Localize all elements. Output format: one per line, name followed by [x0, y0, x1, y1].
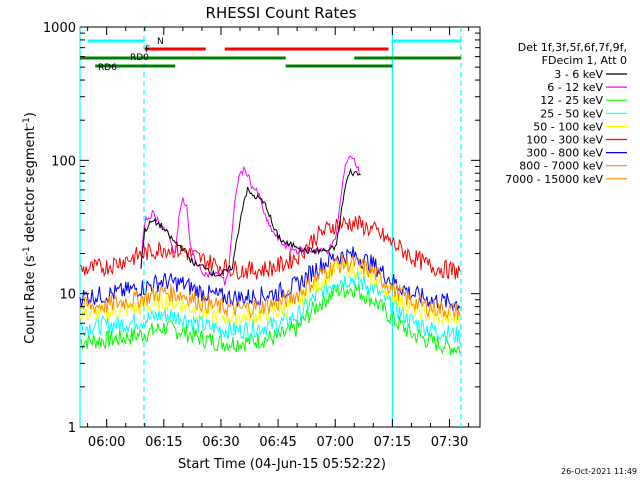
y-axis-label: Count Rate (s-1 detector segment-1): [22, 112, 38, 344]
y-tick-label-3: 1000: [43, 21, 76, 36]
legend-label-6: 300 - 800 keV: [526, 147, 603, 160]
y-axis-label-post: ): [23, 112, 38, 117]
y-axis-label-mid: detector segment: [23, 126, 38, 246]
flag-label-rd6: RD6: [98, 63, 117, 73]
series-line-800-7000-kev: [79, 254, 461, 320]
x-tick-label-0: 06:00: [88, 435, 125, 450]
legend-label-0: 3 - 6 keV: [554, 68, 603, 81]
x-axis-ticks: 06:00 06:15 06:30 06:45 07:00 07:15 07:30: [87, 27, 470, 450]
vertical-lines: [79, 27, 462, 427]
series-line-12-25-kev: [79, 282, 461, 356]
y-tick-label-1: 10: [59, 288, 76, 303]
legend-header-2: FDecim 1, Att 0: [542, 54, 627, 67]
x-tick-label-1: 06:15: [145, 435, 182, 450]
legend-label-5: 100 - 300 keV: [526, 134, 603, 147]
series-line-3-6-kev: [140, 167, 361, 277]
legend-label-2: 12 - 25 keV: [540, 94, 603, 107]
legend-label-1: 6 - 12 keV: [547, 81, 603, 94]
series-lines: [79, 155, 461, 356]
y-tick-label-2: 100: [51, 154, 76, 169]
footer-timestamp: 26-Oct-2021 11:49: [561, 467, 637, 476]
plot-frame: [79, 26, 481, 428]
legend-label-8: 7000 - 15000 keV: [505, 173, 603, 186]
series-line-6-12-kev: [140, 155, 361, 286]
y-axis-label-pre: Count Rate (s: [23, 255, 38, 344]
x-axis-label: Start Time (04-Jun-15 05:52:22): [178, 457, 386, 472]
x-tick-label-5: 07:15: [374, 435, 411, 450]
legend-header-1: Det 1f,3f,5f,6f,7f,9f,: [518, 41, 627, 54]
y-axis-label-sup1: -1: [22, 246, 32, 255]
x-tick-label-4: 07:00: [317, 435, 354, 450]
series-line-25-50-kev: [79, 270, 461, 345]
x-tick-label-3: 06:45: [259, 435, 296, 450]
x-tick-label-2: 06:30: [202, 435, 239, 450]
chart-title: RHESSI Count Rates: [206, 4, 357, 22]
y-axis-label-sup2: -1: [22, 117, 32, 126]
flag-label-n: N: [157, 37, 164, 47]
flag-label-f: F: [145, 45, 150, 55]
legend-label-3: 25 - 50 keV: [540, 107, 603, 120]
flag-label-rd0: RD0: [130, 53, 149, 63]
y-tick-label-0: 1: [68, 421, 76, 436]
legend-label-7: 800 - 7000 keV: [519, 160, 603, 173]
x-tick-label-6: 07:30: [431, 435, 468, 450]
y-axis-ticks: 1 10 100 1000: [43, 21, 480, 436]
series-line-100-300-kev: [79, 215, 461, 280]
legend-label-4: 50 - 100 keV: [533, 120, 603, 133]
legend: Det 1f,3f,5f,6f,7f,9f, FDecim 1, Att 0 3…: [505, 41, 627, 186]
